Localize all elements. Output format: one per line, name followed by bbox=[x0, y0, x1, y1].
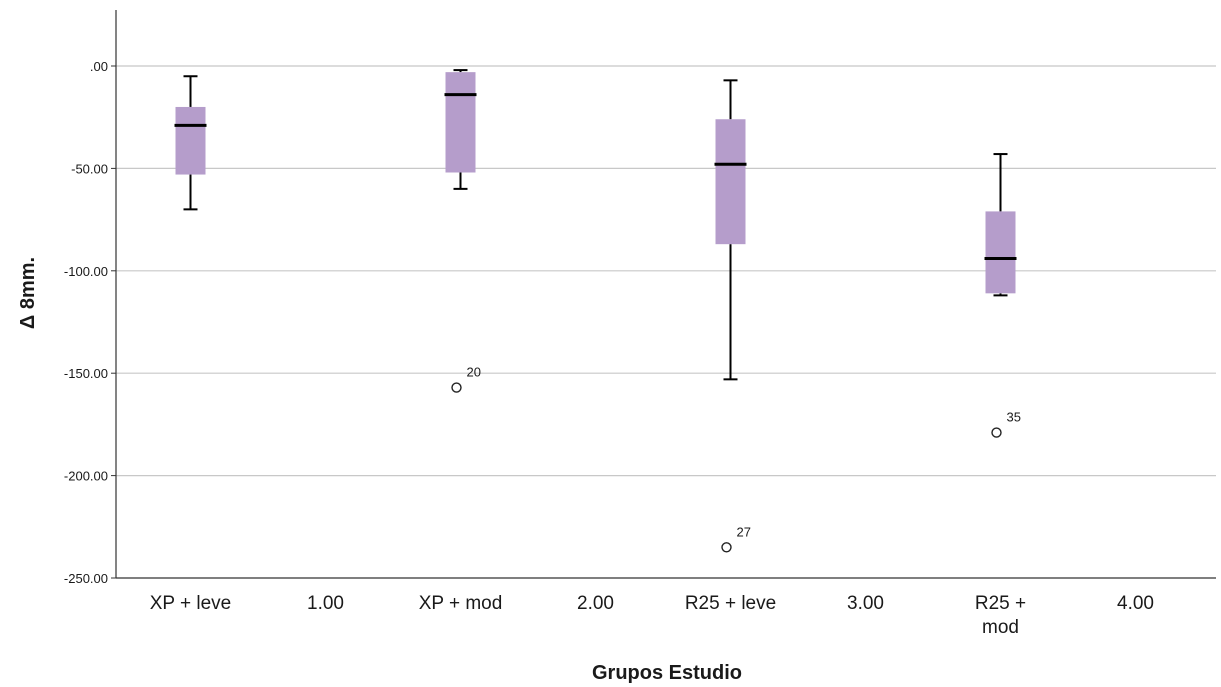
x-category-label: 2.00 bbox=[577, 593, 614, 614]
y-tick-label: .00 bbox=[90, 59, 108, 74]
iqr-box bbox=[175, 106, 206, 175]
iqr-box bbox=[985, 211, 1016, 294]
box-group: 20 bbox=[444, 69, 481, 393]
outlier-label: 20 bbox=[467, 365, 481, 380]
outlier-label: 27 bbox=[737, 524, 751, 539]
outlier-label: 35 bbox=[1007, 410, 1021, 425]
x-category-label: XP + mod bbox=[419, 593, 503, 614]
iqr-box bbox=[715, 119, 746, 245]
y-tick-label: -50.00 bbox=[71, 161, 108, 176]
x-category-label: XP + leve bbox=[150, 593, 232, 614]
box-series: 20 27 35 bbox=[174, 69, 1021, 553]
box-group bbox=[174, 75, 207, 211]
x-category-label: 3.00 bbox=[847, 593, 884, 614]
y-tick-label: -150.00 bbox=[64, 366, 108, 381]
x-axis-labels: XP + leve 1.00 XP + mod 2.00 R25 + leve 3.00 R… bbox=[150, 593, 1154, 638]
outlier-point bbox=[721, 542, 732, 553]
y-tick-label: -250.00 bbox=[64, 571, 108, 586]
x-category-label: 1.00 bbox=[307, 593, 344, 614]
y-tick-label: -100.00 bbox=[64, 264, 108, 279]
y-axis-title: Δ 8mm. bbox=[17, 257, 39, 329]
box-group: 35 bbox=[984, 153, 1021, 438]
x-category-label: R25 + leve bbox=[685, 593, 776, 614]
x-axis-title: Grupos Estudio bbox=[592, 662, 742, 684]
outlier-point bbox=[991, 427, 1002, 438]
x-category-label: R25 + mod bbox=[975, 593, 1026, 638]
iqr-box bbox=[445, 72, 476, 173]
y-tick-label: -200.00 bbox=[64, 469, 108, 484]
outlier-point bbox=[451, 382, 462, 393]
x-category-label: 4.00 bbox=[1117, 593, 1154, 614]
y-axis-ticks: .00 -50.00 -100.00 -150.00 -200.00 -250.00 bbox=[64, 59, 116, 586]
gridlines bbox=[116, 65, 1216, 477]
box-group: 27 bbox=[714, 79, 751, 553]
